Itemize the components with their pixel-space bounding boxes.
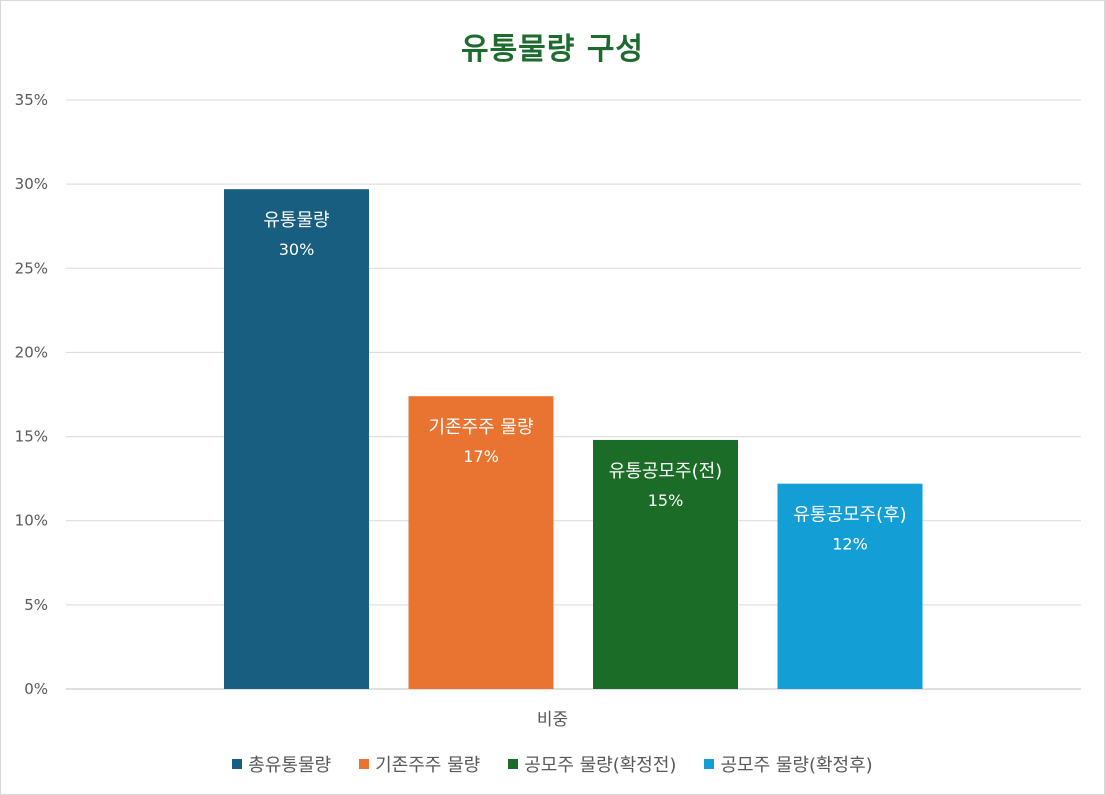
bar-label: 유통공모주(전): [609, 461, 722, 482]
legend-label: 총유통물량: [248, 755, 332, 776]
bar: [777, 483, 923, 689]
chart-title: 유통물량 구성: [460, 32, 645, 67]
bar-label: 유통공모주(후): [793, 505, 906, 526]
legend-item: 기존주주 물량: [359, 751, 480, 777]
y-tick-label: 15%: [15, 428, 48, 446]
bars: [224, 189, 923, 690]
bar-value-label: 30%: [279, 240, 315, 259]
bar-value-label: 17%: [463, 447, 499, 466]
bar: [224, 189, 369, 690]
legend-swatch: [508, 759, 519, 769]
y-tick-label: 20%: [15, 343, 48, 361]
bar: [408, 396, 554, 689]
y-tick-label: 30%: [15, 175, 48, 193]
legend-label: 공모주 물량(확정후): [720, 755, 873, 776]
y-axis-ticks: 0% 5% 10% 15% 20% 25% 30% 35%: [15, 91, 48, 698]
legend: 총유통물량 기존주주 물량 공모주 물량(확정전) 공모주 물량(확정후): [0, 751, 1105, 777]
y-tick-label: 10%: [15, 512, 48, 530]
legend-item: 공모주 물량(확정후): [704, 751, 873, 777]
y-tick-label: 5%: [24, 596, 48, 614]
bar-label: 기존주주 물량: [428, 417, 533, 438]
legend-item: 공모주 물량(확정전): [508, 751, 676, 777]
bar-value-label: 12%: [832, 535, 868, 554]
data-labels: 유통물량 30% 기존주주 물량 17% 유통공모주(전) 15% 유통공모주(후) 12%: [263, 210, 906, 554]
legend-swatch: [359, 759, 370, 769]
bar-label: 유통물량: [263, 210, 329, 231]
y-tick-label: 25%: [15, 259, 48, 277]
y-tick-label: 35%: [15, 91, 48, 109]
legend-item: 총유통물량: [232, 751, 331, 777]
y-tick-label: 0%: [24, 680, 48, 698]
gridlines: [66, 99, 1081, 690]
legend-swatch: [232, 759, 243, 769]
x-axis-category: 비중: [536, 710, 569, 730]
legend-swatch: [704, 759, 715, 769]
legend-label: 공모주 물량(확정전): [524, 755, 677, 776]
legend-label: 기존주주 물량: [375, 755, 481, 776]
bar: [593, 439, 738, 689]
bar-value-label: 15%: [648, 491, 684, 510]
